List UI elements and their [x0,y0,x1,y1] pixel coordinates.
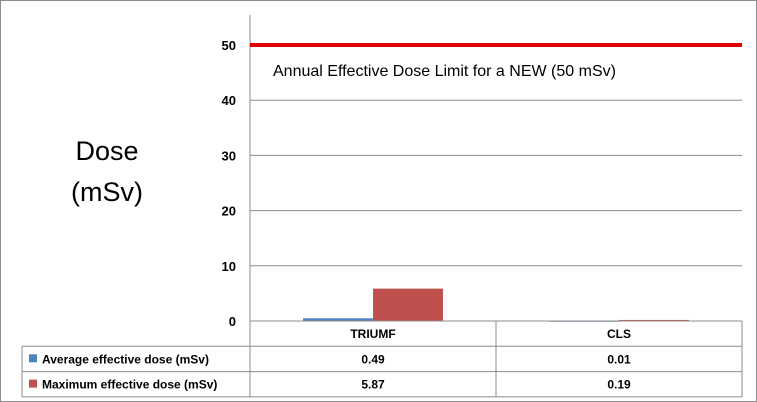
y-tick-labels: 0 10 20 30 40 50 [222,38,236,329]
y-tick-label: 10 [222,259,236,274]
reference-line-group: Annual Effective Dose Limit for a NEW (5… [250,43,742,80]
legend-swatch [29,379,37,388]
y-tick-label: 50 [222,38,236,53]
dose-limit-annotation: Annual Effective Dose Limit for a NEW (5… [273,63,616,80]
bar-maximum-triumf [373,288,443,321]
data-table-value: 5.87 [361,378,385,392]
x-category-label: TRIUMF [350,327,395,341]
data-table-value: 0.19 [607,378,631,392]
legend-series-name: Average effective dose (mSv) [42,352,209,366]
bar-average-triumf [303,318,373,321]
legend-series-name: Maximum effective dose (mSv) [42,378,217,392]
legend-swatch [29,354,37,363]
y-axis-label-line-2: (mSv) [71,177,143,207]
x-category-label: CLS [607,327,631,341]
y-tick-label: 40 [222,93,236,108]
data-table-value: 0.01 [607,352,631,366]
bars [303,288,689,322]
data-table: TRIUMF CLS Average effective dose (mSv) 0.4… [21,320,743,398]
data-table-value: 0.49 [361,352,385,366]
y-tick-label: 30 [222,148,236,163]
y-tick-label: 20 [222,204,236,219]
y-tick-label: 0 [229,314,236,329]
y-axis-label-line-1: Dose [75,136,138,166]
bar-maximum-cls [619,319,689,321]
